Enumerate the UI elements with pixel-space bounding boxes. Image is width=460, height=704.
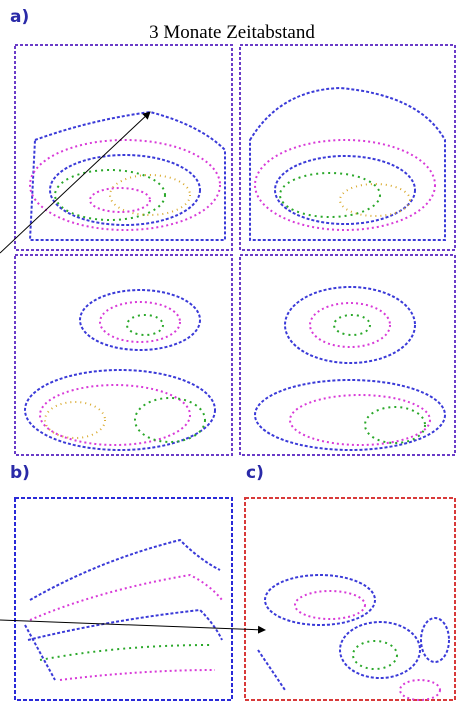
panel-a1 <box>15 45 232 250</box>
panel-a4 <box>240 255 455 455</box>
panel-label: a) <box>10 7 29 27</box>
figure: 3 Monate Zeitabstand a) b) c) <box>0 0 460 704</box>
panel-a3 <box>15 255 232 455</box>
figure-title: 3 Monate Zeitabstand <box>149 22 315 43</box>
panel-label: c) <box>246 463 264 483</box>
panel-b <box>15 498 232 700</box>
panel-a2 <box>240 45 455 250</box>
panel-label: b) <box>10 463 30 483</box>
panel-c <box>245 498 455 700</box>
